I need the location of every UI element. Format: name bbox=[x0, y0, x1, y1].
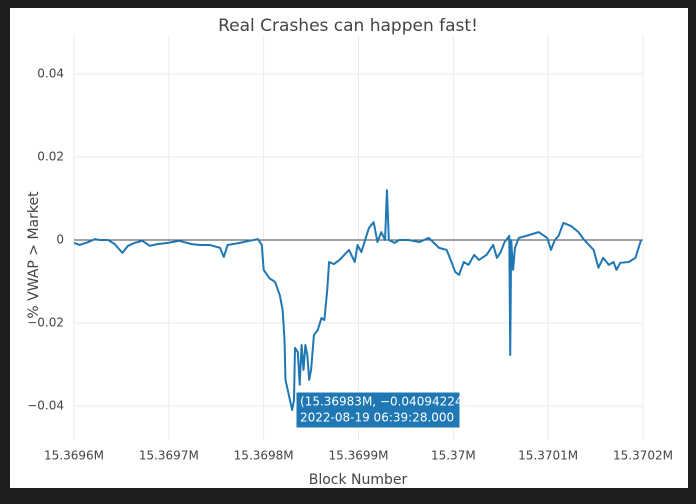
hover-label: (15.36983M, −0.04094224) 2022-08-19 06:39… bbox=[295, 391, 467, 429]
x-tick-label: 15.3698M bbox=[234, 449, 294, 463]
y-tick-label: 0 bbox=[56, 232, 64, 246]
hover-text: (15.36983M, −0.04094224) bbox=[300, 395, 467, 409]
hover-box bbox=[295, 391, 461, 429]
x-tick-label: 15.3697M bbox=[139, 449, 199, 463]
hover-text: 2022-08-19 06:39:28.000 bbox=[300, 411, 454, 425]
x-tick-label: 15.37M bbox=[431, 449, 476, 463]
y-tick-label: 0.04 bbox=[37, 67, 64, 81]
y-tick-label: −0.04 bbox=[27, 398, 64, 412]
x-tick-label: 15.3696M bbox=[44, 449, 104, 463]
y-tick-label: −0.02 bbox=[27, 315, 64, 329]
data-line bbox=[73, 189, 643, 411]
y-axis-title: % VWAP > Market bbox=[26, 191, 42, 319]
x-tick-label: 15.3699M bbox=[329, 449, 389, 463]
y-tick-label: 0.02 bbox=[37, 149, 64, 163]
chart-title: Real Crashes can happen fast! bbox=[218, 16, 478, 36]
x-axis-title: Block Number bbox=[309, 472, 408, 488]
x-tick-label: 15.3702M bbox=[613, 449, 673, 463]
x-tick-label: 15.3701M bbox=[518, 449, 578, 463]
